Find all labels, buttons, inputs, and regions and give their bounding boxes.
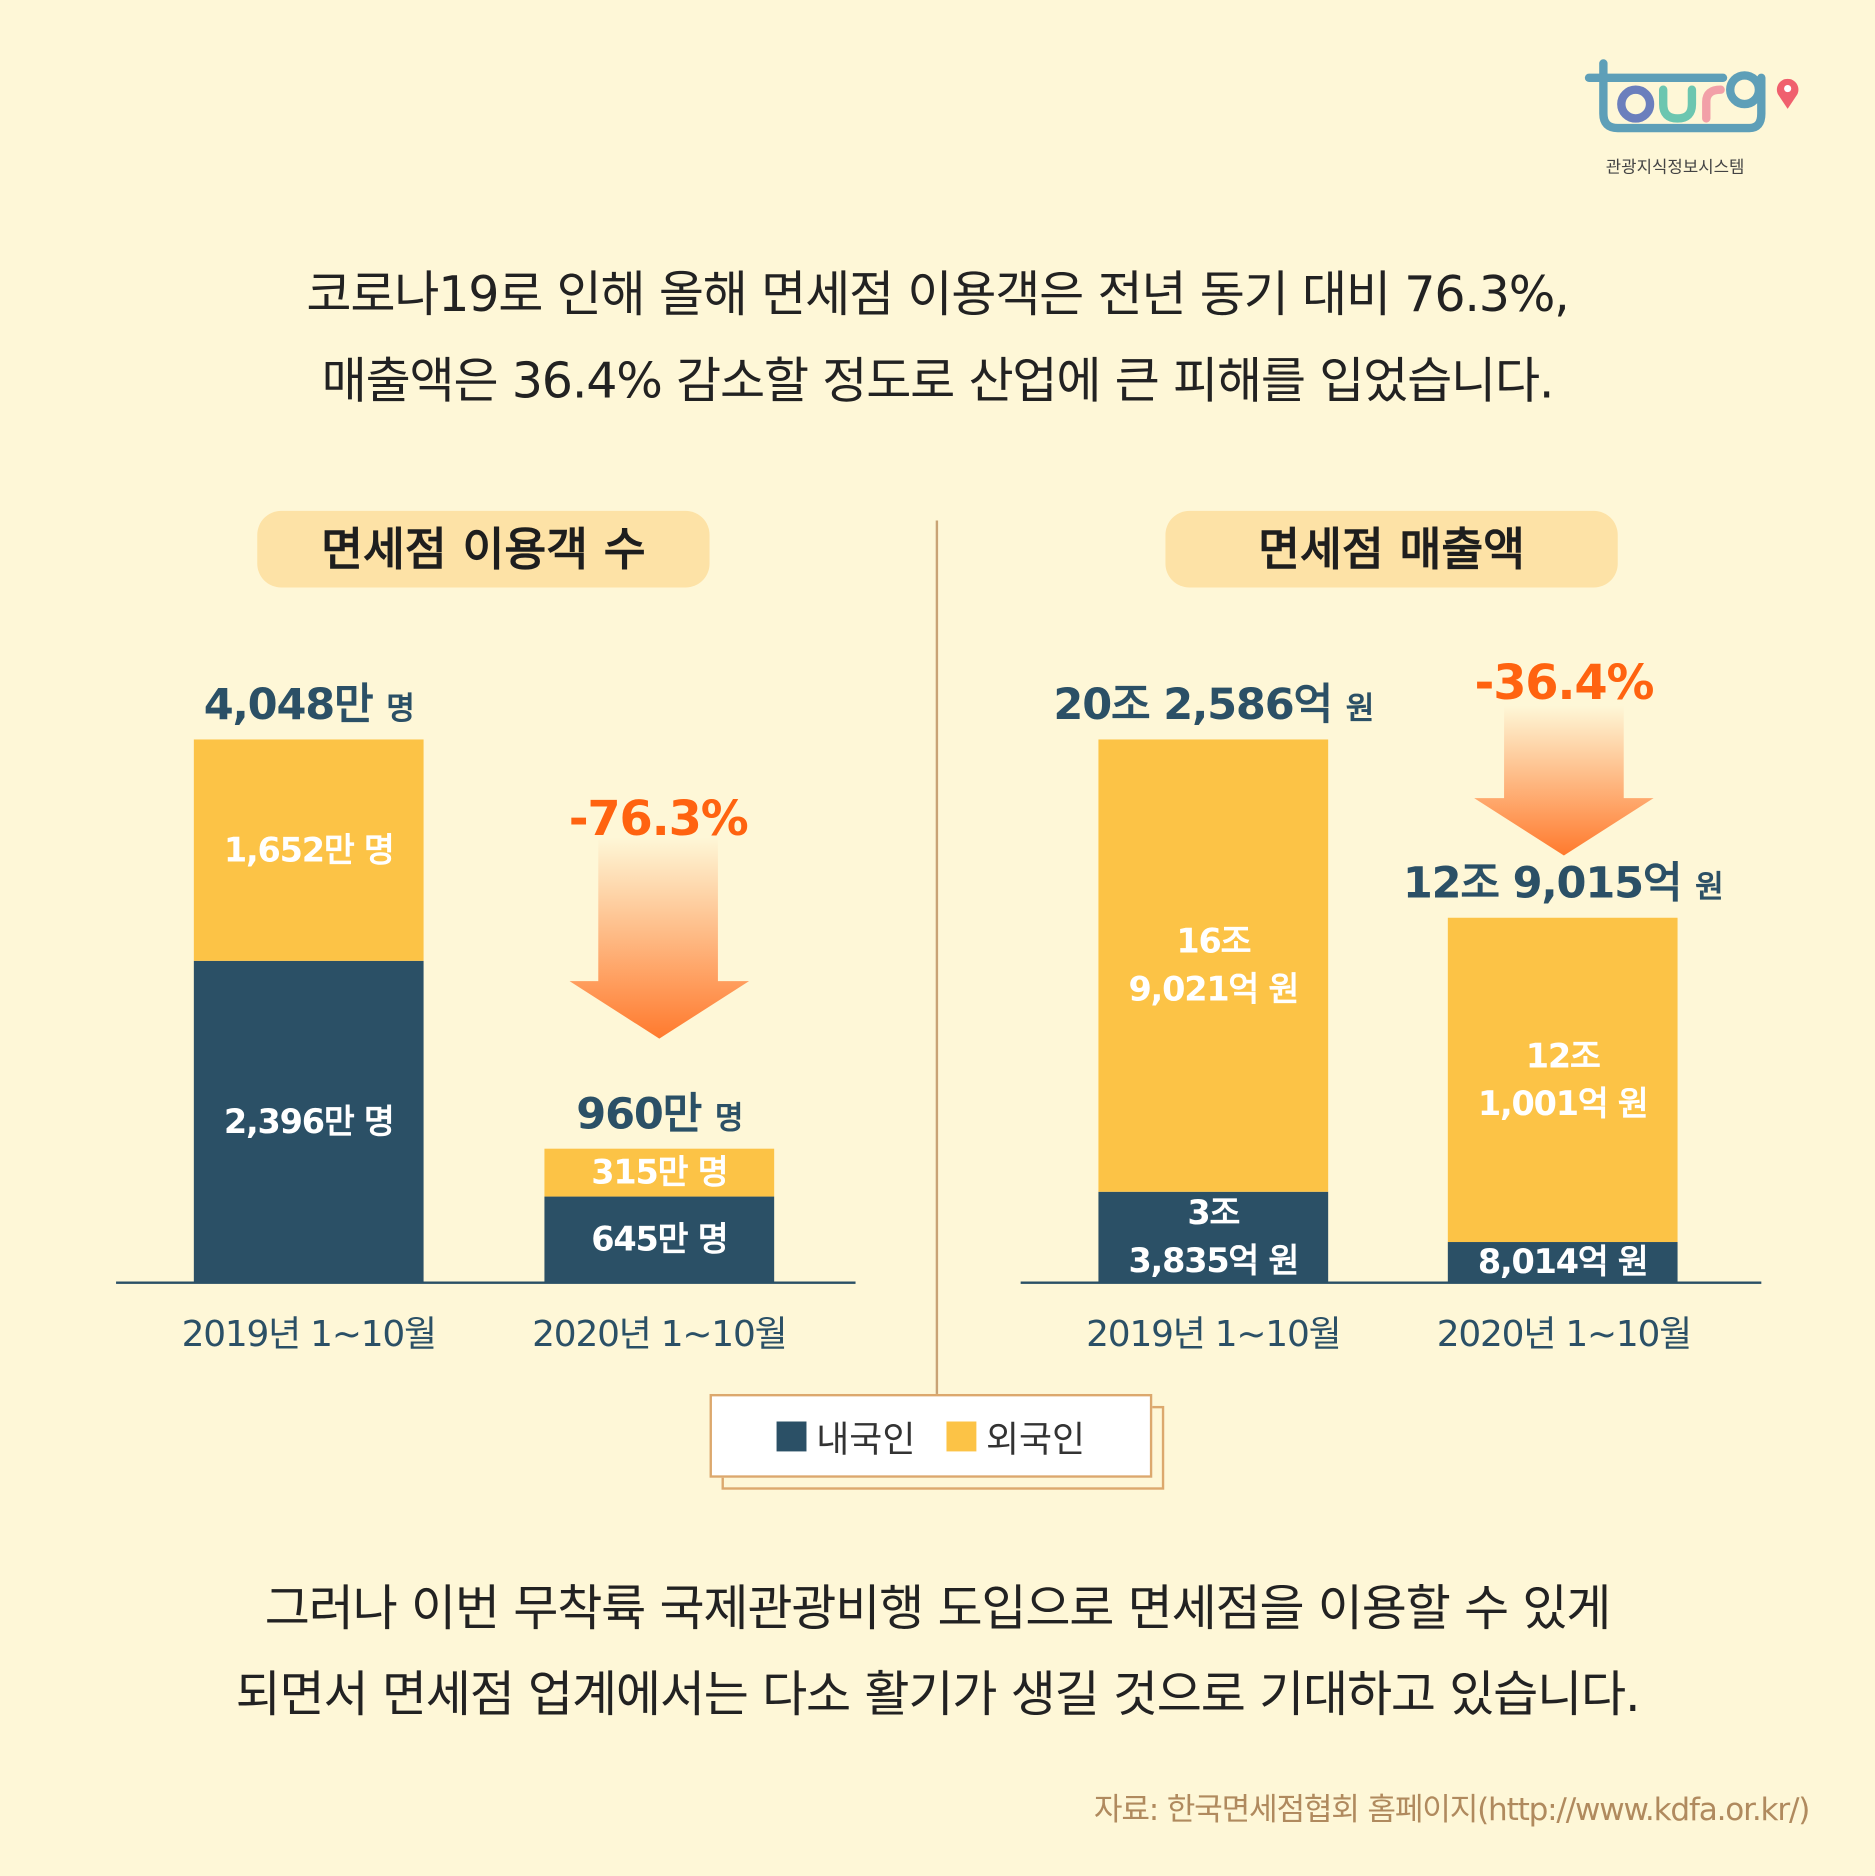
bar-segment-domestic: 3조 3,835억 원 — [1098, 1192, 1329, 1283]
bar-total-label: 4,048만 명 — [98, 670, 519, 732]
bar-segment-foreign: 12조 1,001억 원 — [1447, 917, 1678, 1243]
bar-value-label: 3조 3,835억 원 — [1128, 1193, 1299, 1281]
total-unit: 명 — [386, 691, 415, 728]
sales-chart: 2019년 1~10월 2020년 1~10월 -36.4% 3조 3,835억… — [1003, 655, 1773, 1356]
logo-subtitle: 관광지식정보시스템 — [1605, 157, 1745, 178]
down-arrow-icon — [1474, 705, 1654, 856]
footer-line-2: 되면서 면세점 업계에서는 다소 활기가 생길 것으로 기대하고 있습니다. — [235, 1665, 1641, 1724]
bar-value-label: 645만 명 — [591, 1219, 728, 1259]
total-value: 4,048만 — [203, 680, 387, 730]
tour9-logo-icon — [1584, 59, 1799, 133]
down-arrow-icon — [569, 837, 750, 1039]
legend-label: 외국인 — [985, 1419, 1086, 1461]
x-tick-label: 2019년 1~10월 — [181, 1313, 437, 1356]
bar-value-label: 16조 9,021억 원 — [1128, 921, 1299, 1009]
bar-segment-foreign: 315만 명 — [544, 1148, 775, 1197]
bar-total-label: 12조 9,015억 원 — [1352, 849, 1773, 911]
change-label: -36.4% — [1474, 655, 1655, 711]
x-tick-label: 2020년 1~10월 — [532, 1313, 787, 1356]
footer-line-1: 그러나 이번 무착륙 국제관광비행 도입으로 면세점을 이용할 수 있게 — [264, 1579, 1612, 1637]
logo: 관광지식정보시스템 — [1582, 54, 1809, 180]
bar-value-label: 12조 1,001억 원 — [1477, 1035, 1649, 1124]
bar-value-label: 315만 명 — [591, 1151, 728, 1192]
source-note: 자료: 한국면세점협회 홈페이지(http://www.kdfa.or.kr/) — [1093, 1792, 1810, 1829]
chart-title-sales: 면세점 매출액 — [1165, 510, 1618, 588]
legend-item-domestic: 내국인 — [776, 1410, 916, 1463]
legend: 내국인 외국인 — [709, 1393, 1153, 1478]
bar-segment-foreign: 1,652만 명 — [193, 739, 424, 962]
foreign-swatch — [946, 1420, 977, 1451]
bar-value-label: 8,014억 원 — [1477, 1242, 1649, 1282]
total-value: 20조 2,586억 — [1053, 680, 1346, 730]
x-tick-label: 2020년 1~10월 — [1436, 1313, 1692, 1356]
bar-total-label: 20조 2,586억 원 — [1003, 670, 1424, 732]
legend-item-foreign: 외국인 — [946, 1410, 1085, 1463]
x-axis — [116, 1281, 856, 1284]
x-tick-label: 2019년 1~10월 — [1086, 1313, 1341, 1356]
bar-segment-domestic: 2,396만 명 — [193, 961, 424, 1283]
headline-line-2: 매출액은 36.4% 감소할 정도로 산업에 큰 피해를 입었습니다. — [321, 351, 1555, 410]
divider — [935, 520, 939, 1394]
chart-title-visitors: 면세점 이용객 수 — [257, 510, 710, 588]
headline-line-1: 코로나19로 인해 올해 면세점 이용객은 전년 동기 대비 76.3%, — [306, 265, 1569, 324]
x-axis — [1020, 1281, 1762, 1284]
legend-label: 내국인 — [816, 1419, 916, 1461]
bar-segment-domestic: 645만 명 — [544, 1196, 775, 1283]
total-unit: 원 — [1345, 691, 1375, 728]
total-value: 12조 9,015억 — [1402, 859, 1696, 909]
bar-segment-foreign: 16조 9,021억 원 — [1098, 739, 1329, 1193]
bar-total-label: 960만 명 — [449, 1079, 870, 1141]
bar-value-label: 1,652만 명 — [223, 829, 395, 870]
bar-value-label: 2,396만 명 — [223, 1101, 395, 1142]
domestic-swatch — [776, 1420, 807, 1451]
total-unit: 명 — [714, 1100, 744, 1137]
total-unit: 원 — [1695, 870, 1724, 907]
bar-segment-domestic: 8,014억 원 — [1447, 1242, 1678, 1283]
total-value: 960만 — [576, 1089, 715, 1139]
